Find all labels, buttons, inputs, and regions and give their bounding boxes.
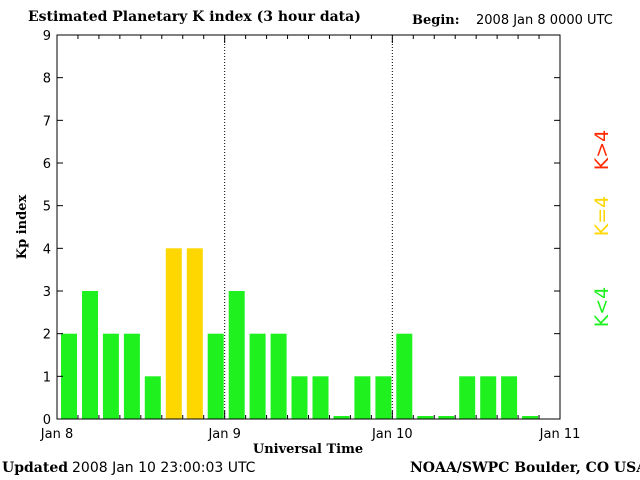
kp-bar [270, 333, 287, 419]
x-axis-title: Universal Time [253, 442, 363, 457]
kp-bar [165, 248, 182, 419]
kp-bar [354, 376, 371, 419]
x-tick-label: Jan 8 [40, 427, 73, 442]
y-tick-label: 2 [43, 328, 51, 343]
y-tick-label: 4 [43, 242, 51, 257]
kp-bar [417, 416, 434, 419]
x-tick-label: Jan 11 [539, 427, 581, 442]
y-tick-label: 8 [43, 72, 51, 87]
kp-bar [522, 416, 539, 419]
x-tick-label: Jan 10 [371, 427, 413, 442]
legend-label: K>4 [591, 130, 613, 170]
x-axis-ticks: Jan 8 Jan 9 Jan 10 Jan 11 [40, 35, 581, 442]
x-tick-label: Jan 9 [207, 427, 240, 442]
y-tick-label: 9 [43, 29, 51, 44]
kp-bar [438, 416, 455, 419]
kp-bar [480, 376, 497, 419]
legend-label: K=4 [591, 196, 613, 236]
credit-text: NOAA/SWPC Boulder, CO USA [410, 460, 640, 476]
day-separators [224, 35, 393, 419]
y-tick-label: 6 [43, 157, 51, 172]
kp-bar [396, 333, 413, 419]
kp-bar [333, 416, 350, 419]
kp-bar [207, 333, 224, 419]
begin-label: Begin: [412, 13, 460, 28]
y-tick-label: 1 [43, 370, 51, 385]
kp-bar [144, 376, 161, 419]
chart-title: Estimated Planetary K index (3 hour data… [28, 9, 361, 25]
y-axis-title: Kp index [15, 195, 30, 260]
updated-label: Updated [2, 460, 69, 476]
begin-value: 2008 Jan 8 0000 UTC [476, 13, 613, 28]
y-tick-label: 3 [43, 285, 51, 300]
kp-bar [459, 376, 476, 419]
updated-value: 2008 Jan 10 23:00:03 UTC [72, 460, 256, 476]
legend-label: K<4 [591, 287, 613, 327]
kp-bar [61, 333, 77, 419]
kp-bar [186, 248, 203, 419]
legend: K<4 K=4 K>4 [591, 130, 613, 327]
y-tick-label: 5 [43, 200, 51, 215]
kp-bar [249, 333, 266, 419]
bars-group [61, 248, 539, 419]
kp-bar [291, 376, 308, 419]
y-tick-label: 0 [43, 413, 51, 428]
kp-bar [123, 333, 140, 419]
kp-bar [228, 291, 245, 419]
kp-bar [312, 376, 329, 419]
kp-bar [501, 376, 518, 419]
y-axis-ticks: 0 1 2 3 4 5 6 7 8 9 [43, 29, 560, 428]
kp-bar [82, 291, 98, 419]
kp-bar [375, 376, 392, 419]
y-tick-label: 7 [43, 114, 51, 129]
kp-bar [102, 333, 119, 419]
